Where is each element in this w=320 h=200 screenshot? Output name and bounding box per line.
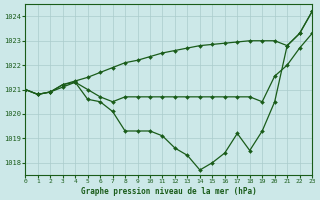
X-axis label: Graphe pression niveau de la mer (hPa): Graphe pression niveau de la mer (hPa) (81, 187, 257, 196)
